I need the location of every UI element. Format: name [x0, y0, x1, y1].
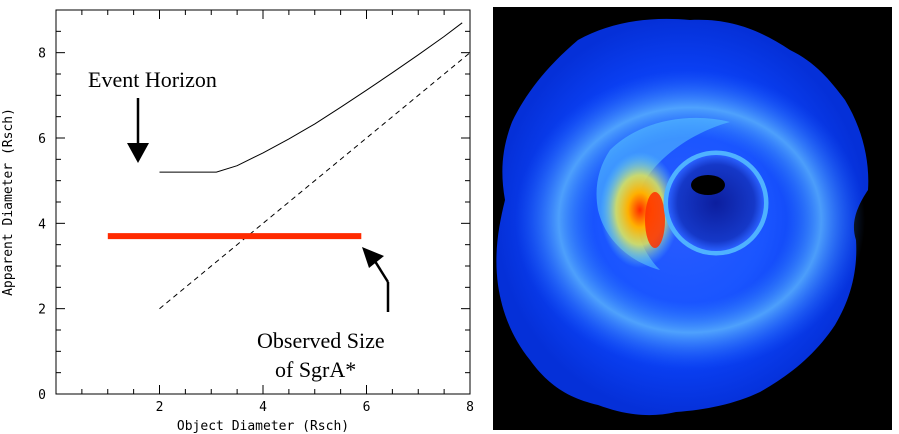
black-hole-image	[493, 7, 892, 430]
observed-size-label-line1: Observed Size	[257, 328, 385, 353]
x-tick-label: 2	[156, 400, 164, 415]
y-tick-label: 6	[38, 132, 46, 147]
shadow-region	[668, 155, 764, 251]
event-horizon-hole	[691, 175, 725, 195]
hot-spot-core	[645, 192, 665, 248]
y-axis-label: Apparent Diameter (Rsch)	[1, 108, 16, 296]
event-horizon-arrow-head	[127, 143, 149, 163]
x-axis-label: Object Diameter (Rsch)	[177, 419, 349, 434]
observed-size-arrow-head	[362, 247, 384, 268]
series	[107, 22, 471, 310]
photon-ring	[663, 150, 769, 256]
ticks	[56, 10, 470, 394]
event-horizon-curve	[159, 22, 463, 173]
y-tick-label: 2	[38, 303, 46, 318]
y-tick-label: 8	[38, 47, 46, 62]
x-tick-label: 6	[363, 400, 371, 415]
y-tick-label: 4	[38, 217, 46, 232]
y-tick-label: 0	[38, 388, 46, 403]
event-horizon-label: Event Horizon	[88, 67, 217, 92]
dashed-line	[159, 52, 471, 310]
tick-labels: 2 4 6 8 0 2 4 6 8	[38, 47, 474, 415]
observed-size-label-line2: of SgrA*	[275, 357, 356, 382]
chart: 2 4 6 8 0 2 4 6 8 Object Diameter (Rsch) Apparen…	[1, 9, 474, 434]
x-tick-label: 8	[466, 400, 474, 415]
x-tick-label: 4	[259, 400, 267, 415]
